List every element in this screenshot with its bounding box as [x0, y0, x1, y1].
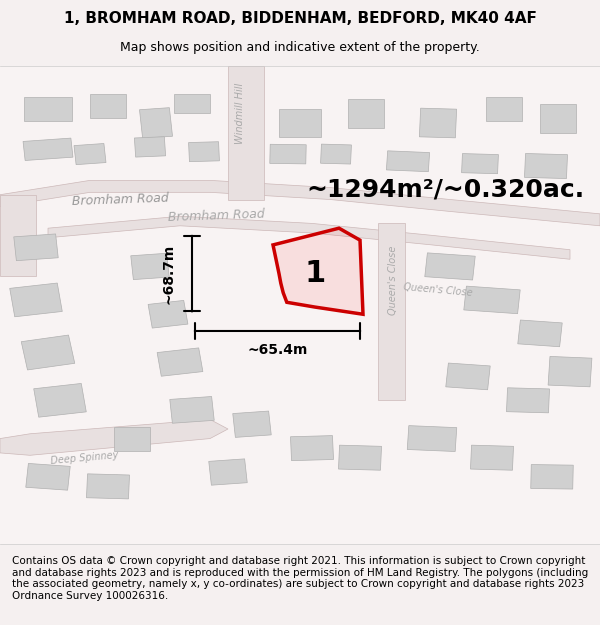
Bar — [10, 283, 62, 317]
Text: ~65.4m: ~65.4m — [247, 343, 308, 357]
Text: Map shows position and indicative extent of the property.: Map shows position and indicative extent… — [120, 41, 480, 54]
Bar — [540, 104, 576, 132]
Bar — [21, 335, 75, 370]
Text: Deep Spinney: Deep Spinney — [50, 450, 118, 466]
Bar — [548, 356, 592, 387]
Bar — [114, 427, 150, 451]
Text: Windmill Hill: Windmill Hill — [235, 82, 245, 144]
Text: Contains OS data © Crown copyright and database right 2021. This information is : Contains OS data © Crown copyright and d… — [12, 556, 588, 601]
Bar — [34, 384, 86, 417]
Polygon shape — [0, 419, 228, 455]
Bar — [407, 426, 457, 451]
Bar — [470, 445, 514, 470]
Polygon shape — [228, 66, 264, 199]
Bar — [486, 97, 522, 121]
Bar — [320, 144, 352, 164]
Bar — [419, 108, 457, 138]
Bar — [524, 154, 568, 179]
Bar — [86, 474, 130, 499]
Polygon shape — [0, 195, 36, 276]
Bar — [23, 138, 73, 161]
Text: Queen's Close: Queen's Close — [403, 282, 473, 298]
Text: Queen's Close: Queen's Close — [388, 246, 398, 316]
Bar — [290, 436, 334, 461]
Bar — [188, 142, 220, 162]
Text: Bromham Road: Bromham Road — [72, 191, 169, 208]
Polygon shape — [273, 228, 363, 314]
Bar — [74, 144, 106, 164]
Bar — [338, 445, 382, 470]
Polygon shape — [378, 223, 405, 400]
Bar — [131, 253, 169, 279]
Bar — [506, 388, 550, 413]
Text: 1: 1 — [304, 259, 326, 288]
Bar — [518, 320, 562, 347]
Bar — [446, 363, 490, 390]
Bar — [148, 301, 188, 328]
Bar — [270, 144, 306, 164]
Text: 1, BROMHAM ROAD, BIDDENHAM, BEDFORD, MK40 4AF: 1, BROMHAM ROAD, BIDDENHAM, BEDFORD, MK4… — [64, 11, 536, 26]
Bar — [90, 94, 126, 118]
Bar — [531, 464, 573, 489]
Polygon shape — [48, 216, 570, 259]
Polygon shape — [0, 181, 600, 226]
Text: ~1294m²/~0.320ac.: ~1294m²/~0.320ac. — [306, 178, 584, 202]
Bar — [174, 94, 210, 114]
Bar — [24, 97, 72, 121]
Text: Bromham Road: Bromham Road — [168, 208, 265, 224]
Bar — [425, 253, 475, 280]
Bar — [157, 348, 203, 376]
Bar — [170, 396, 214, 423]
Bar — [134, 137, 166, 157]
Bar — [348, 99, 384, 127]
Bar — [464, 286, 520, 314]
Bar — [14, 234, 58, 261]
Text: ~68.7m: ~68.7m — [161, 244, 175, 304]
Bar — [139, 107, 173, 138]
Bar — [26, 464, 70, 490]
Bar — [233, 411, 271, 437]
Bar — [209, 459, 247, 485]
Bar — [279, 109, 321, 138]
Bar — [461, 154, 499, 174]
Bar — [386, 151, 430, 172]
